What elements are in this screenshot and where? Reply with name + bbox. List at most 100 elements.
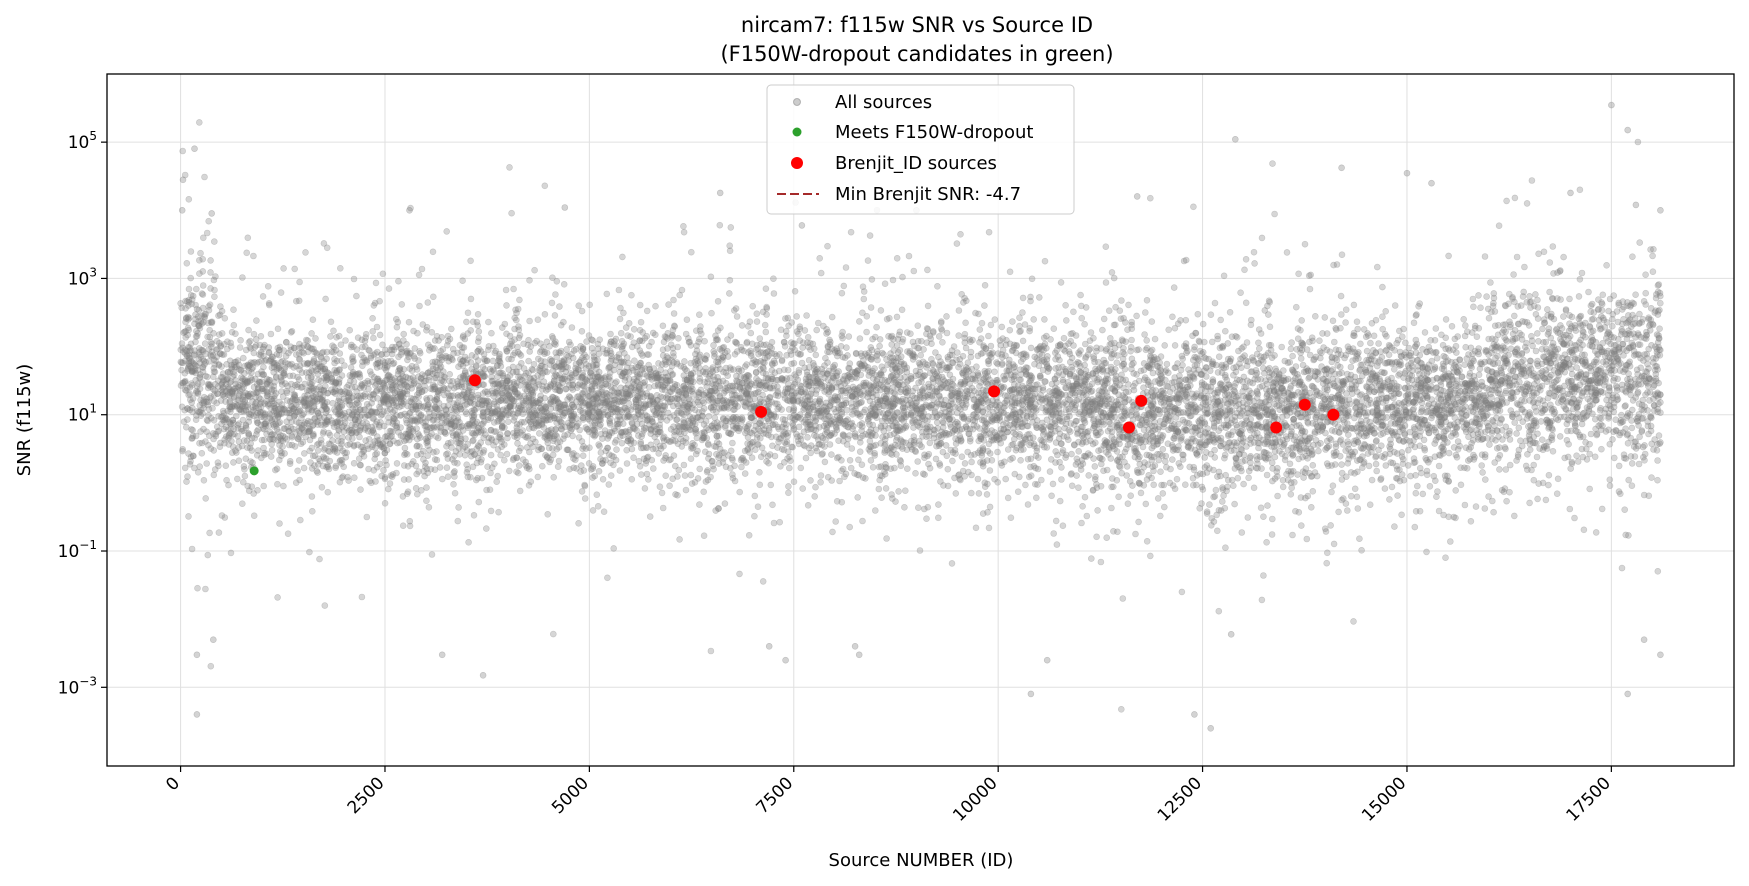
source-point [628, 291, 635, 299]
source-point [183, 259, 191, 267]
source-point [461, 375, 469, 383]
source-point [1027, 439, 1034, 447]
source-point [998, 323, 1006, 331]
source-point [1268, 354, 1276, 362]
source-point [308, 330, 315, 337]
source-point [467, 295, 475, 303]
source-point [1583, 388, 1591, 396]
source-point [405, 318, 413, 326]
source-point [431, 456, 439, 463]
source-point [726, 242, 734, 249]
source-point [377, 443, 385, 451]
source-point [958, 453, 966, 461]
source-point [275, 456, 283, 464]
source-point [895, 488, 902, 495]
source-point [240, 354, 247, 362]
source-point [1615, 488, 1623, 495]
source-point [1654, 476, 1661, 484]
source-point [581, 382, 588, 390]
source-point [308, 493, 316, 500]
source-point [1197, 416, 1204, 424]
source-point [1398, 449, 1406, 456]
source-point [835, 453, 842, 461]
source-point [1088, 555, 1095, 562]
source-point [1059, 376, 1067, 384]
source-point [1174, 427, 1182, 435]
source-point [1249, 379, 1256, 387]
source-point [946, 351, 954, 359]
source-point [1081, 452, 1089, 460]
source-point [1137, 367, 1145, 375]
source-point [769, 501, 776, 509]
source-point [1057, 279, 1065, 286]
source-point [1486, 441, 1493, 448]
source-point [1183, 391, 1191, 399]
source-point [807, 477, 814, 484]
source-point [803, 312, 810, 319]
source-point [681, 358, 688, 365]
source-point [707, 404, 715, 412]
source-point [291, 443, 299, 450]
source-point [1549, 243, 1557, 250]
source-point [470, 511, 478, 519]
source-point [1323, 559, 1330, 567]
source-point [575, 373, 582, 381]
source-point [662, 452, 670, 459]
source-point [1350, 425, 1358, 433]
source-point [597, 413, 605, 420]
source-point [791, 287, 799, 295]
source-point [1269, 160, 1276, 167]
source-point [1182, 316, 1190, 324]
source-point [1636, 319, 1643, 327]
source-point [1576, 339, 1583, 346]
source-point [1217, 411, 1224, 418]
source-point [1003, 396, 1011, 404]
source-point [769, 442, 776, 450]
source-point [1599, 291, 1607, 299]
source-point [1353, 493, 1361, 501]
source-point [1351, 485, 1359, 493]
source-point [645, 351, 652, 358]
source-point [751, 512, 758, 520]
source-point [928, 355, 935, 363]
source-point [669, 402, 677, 410]
source-point [1257, 330, 1265, 337]
source-point [1478, 462, 1485, 469]
source-point [1187, 439, 1195, 446]
source-point [1475, 292, 1482, 299]
source-point [1629, 253, 1636, 261]
source-point [1420, 371, 1427, 379]
source-point [848, 445, 856, 452]
source-point [1028, 374, 1036, 382]
source-point [196, 408, 204, 416]
source-point [614, 420, 622, 428]
source-point [675, 334, 682, 342]
source-point [400, 476, 408, 483]
source-point [1647, 427, 1655, 435]
source-point [903, 465, 911, 473]
source-point [1532, 419, 1539, 427]
source-point [762, 385, 770, 393]
source-point [1108, 483, 1115, 491]
source-point [891, 390, 899, 398]
source-point [816, 254, 824, 262]
source-point [1094, 507, 1101, 514]
source-point [1048, 492, 1055, 500]
source-point [1078, 440, 1086, 447]
source-point [489, 357, 497, 365]
source-point [776, 518, 784, 526]
source-point [555, 349, 563, 356]
source-point [1560, 313, 1567, 320]
source-point [1170, 284, 1178, 291]
source-point [206, 326, 213, 334]
source-point [345, 477, 352, 484]
source-point [1120, 384, 1127, 392]
source-point [1099, 394, 1107, 402]
source-point [534, 316, 542, 324]
source-point [1240, 373, 1248, 381]
source-point [549, 630, 557, 638]
source-point [1161, 503, 1168, 511]
source-point [1445, 478, 1452, 485]
source-point [934, 514, 942, 522]
source-point [503, 302, 510, 309]
